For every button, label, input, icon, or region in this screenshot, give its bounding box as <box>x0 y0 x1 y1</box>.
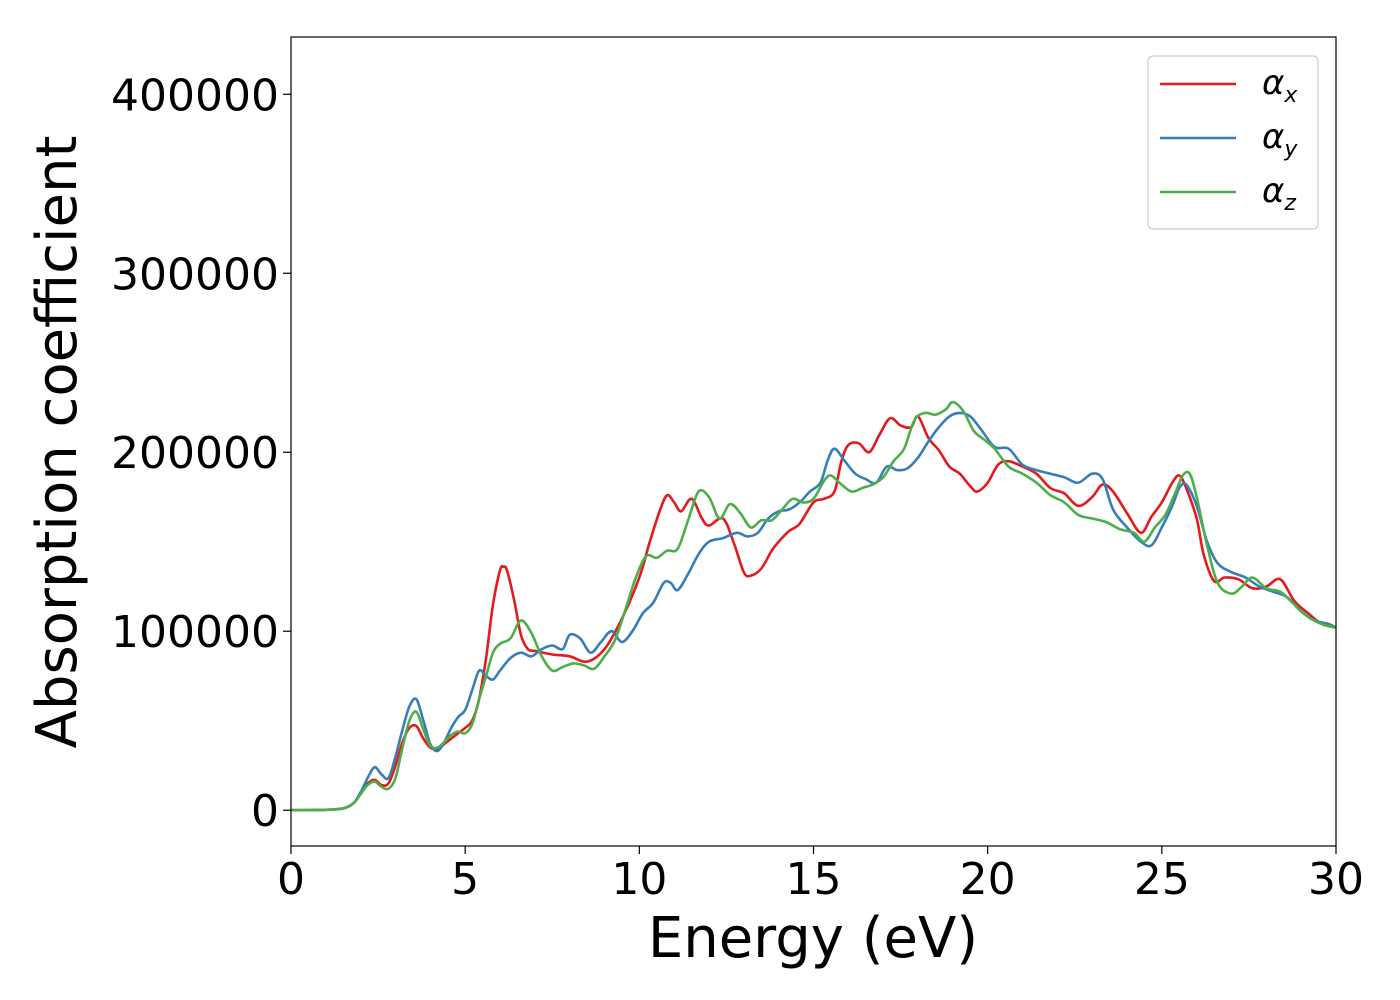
x-tick-label: 20 <box>960 854 1016 905</box>
y-tick-label: 100000 <box>111 607 279 658</box>
series-line-x <box>291 415 1336 812</box>
legend-box <box>1147 55 1319 230</box>
x-tick-label: 25 <box>1134 854 1190 905</box>
x-tick-label: 5 <box>451 854 479 905</box>
x-axis-ticks: 0 5 10 15 20 25 30 <box>277 846 1364 905</box>
x-tick-label: 15 <box>786 854 842 905</box>
x-axis-title: Energy (eV) <box>648 906 978 971</box>
series-line-z <box>291 400 1336 812</box>
x-tick-label: 10 <box>611 854 667 905</box>
y-axis-title: Absorption coefficient <box>25 136 90 749</box>
plot-content <box>291 400 1336 812</box>
y-tick-label: 400000 <box>111 70 279 121</box>
y-axis-ticks: 0 100000 200000 300000 400000 <box>111 70 291 837</box>
x-tick-label: 30 <box>1308 854 1364 905</box>
y-tick-label: 300000 <box>111 249 279 300</box>
y-tick-label: 0 <box>251 786 279 837</box>
x-tick-label: 0 <box>277 854 305 905</box>
y-tick-label: 200000 <box>111 428 279 479</box>
series-line-y <box>291 411 1336 812</box>
